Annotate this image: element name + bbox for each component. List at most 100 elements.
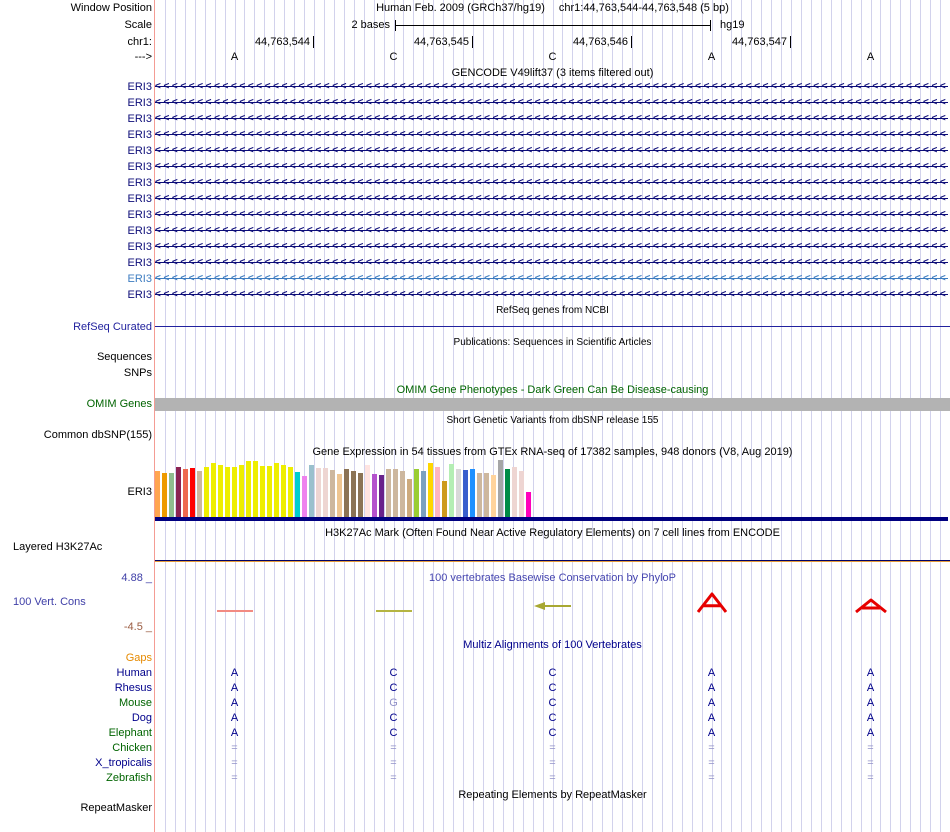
gene-transcript-row[interactable]: <<<<<<<<<<<<<<<<<<<<<<<<<<<<<<<<<<<<<<<<… [155,289,948,300]
gtex-bar[interactable] [372,474,377,517]
multiz-species-label[interactable]: Zebrafish [106,772,152,784]
gtex-bar[interactable] [449,464,454,517]
multiz-species-label[interactable]: Dog [131,712,152,724]
publications-snps-label[interactable]: SNPs [123,367,152,379]
gtex-bar[interactable] [393,469,398,517]
gtex-bar[interactable] [505,469,510,517]
dbsnp-track-label[interactable]: Common dbSNP(155) [43,429,152,441]
multiz-species-label[interactable]: Gaps [125,652,152,664]
gene-row-label[interactable]: ERI3 [127,97,152,109]
repeatmasker-track-label[interactable]: RepeatMasker [80,802,152,814]
gtex-bar[interactable] [358,473,363,517]
gtex-bar[interactable] [526,492,531,517]
gtex-bar[interactable] [491,475,496,517]
gene-row-label[interactable]: ERI3 [127,129,152,141]
gtex-gene-label[interactable]: ERI3 [127,486,152,498]
gene-transcript-row[interactable]: <<<<<<<<<<<<<<<<<<<<<<<<<<<<<<<<<<<<<<<<… [155,97,948,108]
gene-row-label[interactable]: ERI3 [127,289,152,301]
gtex-bar[interactable] [169,473,174,517]
gtex-bar[interactable] [386,469,391,517]
gtex-bar[interactable] [323,468,328,517]
gtex-bar[interactable] [190,468,195,517]
multiz-species-label[interactable]: X_tropicalis [95,757,152,769]
h3k27ac-track-label[interactable]: Layered H3K27Ac [13,541,103,553]
gtex-bar[interactable] [246,461,251,517]
omim-gene-bar[interactable] [155,398,950,411]
omim-track-label[interactable]: OMIM Genes [86,398,152,410]
gene-row-label[interactable]: ERI3 [127,273,152,285]
gtex-bar[interactable] [428,463,433,517]
conservation-track-label[interactable]: 100 Vert. Cons [13,596,86,608]
gtex-bar[interactable] [204,467,209,517]
gtex-bar[interactable] [253,461,258,517]
gene-transcript-row[interactable]: <<<<<<<<<<<<<<<<<<<<<<<<<<<<<<<<<<<<<<<<… [155,241,948,252]
gene-row-label[interactable]: ERI3 [127,161,152,173]
gtex-bar[interactable] [267,466,272,517]
gene-row-label[interactable]: ERI3 [127,81,152,93]
gtex-bar[interactable] [302,476,307,517]
gtex-bar[interactable] [407,479,412,517]
gene-transcript-row[interactable]: <<<<<<<<<<<<<<<<<<<<<<<<<<<<<<<<<<<<<<<<… [155,145,948,156]
gene-transcript-row[interactable]: <<<<<<<<<<<<<<<<<<<<<<<<<<<<<<<<<<<<<<<<… [155,81,948,92]
gene-transcript-row[interactable]: <<<<<<<<<<<<<<<<<<<<<<<<<<<<<<<<<<<<<<<<… [155,193,948,204]
gtex-bar[interactable] [463,470,468,517]
multiz-species-label[interactable]: Human [116,667,152,679]
gene-row-label[interactable]: ERI3 [127,225,152,237]
gtex-bar[interactable] [211,463,216,517]
multiz-species-label[interactable]: Rhesus [114,682,152,694]
gene-transcript-row[interactable]: <<<<<<<<<<<<<<<<<<<<<<<<<<<<<<<<<<<<<<<<… [155,209,948,220]
gtex-bar[interactable] [274,463,279,517]
gtex-bar[interactable] [260,466,265,517]
gtex-bar[interactable] [456,469,461,517]
gtex-bar[interactable] [337,474,342,517]
gene-row-label[interactable]: ERI3 [127,241,152,253]
gtex-bar[interactable] [484,473,489,517]
gtex-bar[interactable] [351,471,356,517]
publications-sequences-label[interactable]: Sequences [96,351,152,363]
gtex-bar[interactable] [162,473,167,517]
refseq-track-label[interactable]: RefSeq Curated [73,321,152,333]
gtex-bar[interactable] [225,467,230,517]
gtex-bar[interactable] [519,471,524,517]
gene-transcript-row[interactable]: <<<<<<<<<<<<<<<<<<<<<<<<<<<<<<<<<<<<<<<<… [155,225,948,236]
gene-transcript-row[interactable]: <<<<<<<<<<<<<<<<<<<<<<<<<<<<<<<<<<<<<<<<… [155,129,948,140]
gene-transcript-row[interactable]: <<<<<<<<<<<<<<<<<<<<<<<<<<<<<<<<<<<<<<<<… [155,177,948,188]
gene-transcript-row[interactable]: <<<<<<<<<<<<<<<<<<<<<<<<<<<<<<<<<<<<<<<<… [155,113,948,124]
multiz-species-label[interactable]: Elephant [108,727,152,739]
gtex-bar[interactable] [239,465,244,517]
gtex-bar[interactable] [155,471,160,517]
gtex-bar[interactable] [232,467,237,517]
multiz-species-label[interactable]: Mouse [118,697,152,709]
gtex-bar[interactable] [183,469,188,517]
gtex-bar[interactable] [288,467,293,517]
gtex-bar[interactable] [498,460,503,517]
gene-row-label[interactable]: ERI3 [127,113,152,125]
gene-transcript-row[interactable]: <<<<<<<<<<<<<<<<<<<<<<<<<<<<<<<<<<<<<<<<… [155,273,948,284]
gtex-bar[interactable] [344,469,349,517]
gtex-bar[interactable] [421,471,426,517]
gtex-bar[interactable] [218,465,223,517]
gene-transcript-row[interactable]: <<<<<<<<<<<<<<<<<<<<<<<<<<<<<<<<<<<<<<<<… [155,257,948,268]
gtex-bar[interactable] [400,471,405,517]
gtex-bar[interactable] [316,468,321,517]
gene-transcript-row[interactable]: <<<<<<<<<<<<<<<<<<<<<<<<<<<<<<<<<<<<<<<<… [155,161,948,172]
gtex-bar[interactable] [379,475,384,517]
gtex-bar[interactable] [309,465,314,517]
gtex-bar[interactable] [435,467,440,517]
gtex-bar[interactable] [470,469,475,517]
gtex-bar[interactable] [295,472,300,517]
refseq-gene-line[interactable] [155,326,950,327]
gtex-bar[interactable] [365,465,370,517]
gene-row-label[interactable]: ERI3 [127,177,152,189]
gtex-bar[interactable] [176,467,181,517]
gtex-bar[interactable] [512,467,517,517]
gtex-bar[interactable] [414,469,419,517]
gtex-bar[interactable] [442,481,447,517]
gene-row-label[interactable]: ERI3 [127,209,152,221]
gene-row-label[interactable]: ERI3 [127,193,152,205]
gtex-bar[interactable] [330,470,335,517]
gene-row-label[interactable]: ERI3 [127,257,152,269]
gtex-bar[interactable] [477,473,482,517]
multiz-species-label[interactable]: Chicken [112,742,152,754]
gtex-bar[interactable] [281,465,286,517]
